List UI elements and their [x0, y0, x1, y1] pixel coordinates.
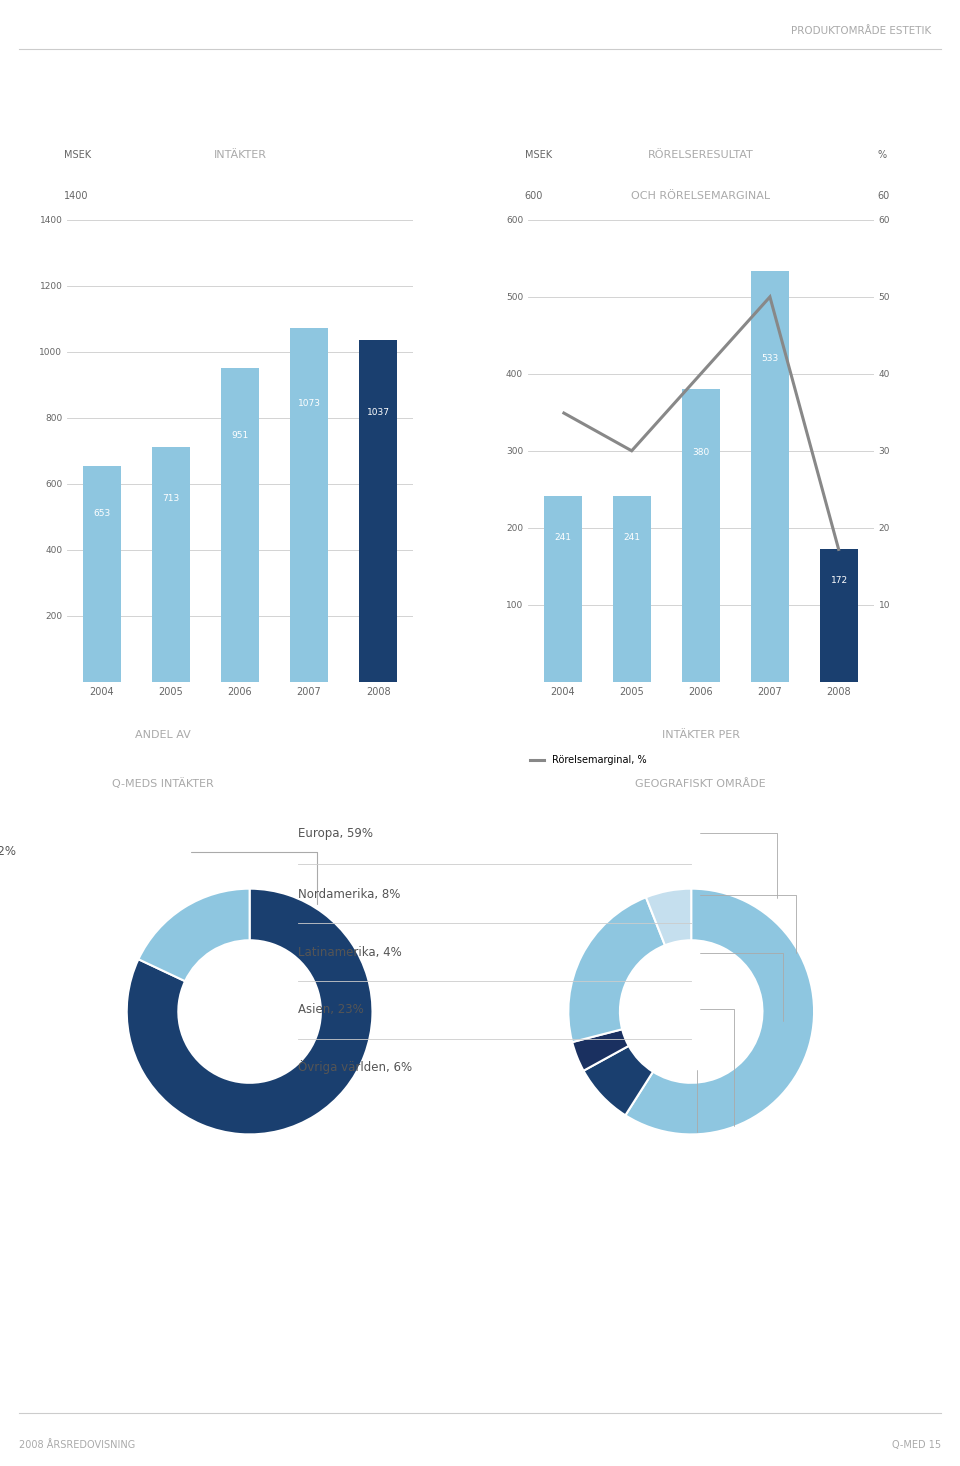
Text: RÖRELSERESULTAT: RÖRELSERESULTAT	[648, 150, 754, 160]
Wedge shape	[625, 888, 814, 1135]
Text: 241: 241	[623, 534, 640, 542]
Wedge shape	[138, 888, 250, 981]
Text: 241: 241	[554, 534, 571, 542]
Text: Europa, 59%: Europa, 59%	[298, 827, 373, 840]
Bar	[682, 388, 720, 682]
Text: Q-MED 15: Q-MED 15	[892, 1441, 941, 1450]
Text: PRODUKTOMRÅDE ESTETIK: PRODUKTOMRÅDE ESTETIK	[791, 26, 931, 35]
Bar	[543, 496, 582, 682]
Wedge shape	[568, 897, 665, 1042]
Bar	[751, 271, 789, 682]
Text: 600: 600	[524, 192, 543, 201]
Bar	[221, 368, 259, 682]
Text: 533: 533	[761, 353, 779, 362]
Text: 172: 172	[830, 576, 848, 585]
Text: 713: 713	[162, 494, 180, 503]
Text: ANDEL AV: ANDEL AV	[135, 730, 191, 740]
Text: MSEK: MSEK	[63, 150, 91, 160]
Bar	[359, 340, 397, 682]
Text: Övriga världen, 6%: Övriga världen, 6%	[298, 1060, 412, 1073]
Wedge shape	[646, 888, 691, 946]
Text: 1037: 1037	[367, 408, 390, 416]
Bar	[612, 496, 651, 682]
Text: MSEK: MSEK	[524, 150, 552, 160]
Text: 2008 ÅRSREDOVISNING: 2008 ÅRSREDOVISNING	[19, 1441, 135, 1450]
Text: 653: 653	[93, 509, 110, 519]
Bar	[152, 447, 190, 682]
Text: Estetik, 82%: Estetik, 82%	[0, 846, 16, 858]
Text: INTÄKTER PER: INTÄKTER PER	[661, 730, 740, 740]
Bar	[820, 550, 858, 682]
Text: Q-MEDS INTÄKTER: Q-MEDS INTÄKTER	[112, 778, 214, 789]
Legend: Rörelsemarginal, %: Rörelsemarginal, %	[526, 751, 651, 770]
Text: 1400: 1400	[63, 192, 88, 201]
Text: Asien, 23%: Asien, 23%	[298, 1003, 364, 1016]
Text: %: %	[877, 150, 886, 160]
Text: GEOGRAFISKT OMRÅDE: GEOGRAFISKT OMRÅDE	[636, 778, 766, 789]
Text: Nordamerika, 8%: Nordamerika, 8%	[298, 888, 400, 902]
Text: 60: 60	[877, 192, 889, 201]
Text: OCH RÖRELSEMARGINAL: OCH RÖRELSEMARGINAL	[632, 192, 770, 201]
Text: INTÄKTER: INTÄKTER	[213, 150, 267, 160]
Text: Latinamerika, 4%: Latinamerika, 4%	[298, 946, 401, 959]
Text: 1073: 1073	[298, 399, 321, 408]
Wedge shape	[584, 1045, 653, 1116]
Text: 951: 951	[231, 431, 249, 440]
Bar	[290, 328, 328, 682]
Bar	[83, 466, 121, 682]
Wedge shape	[127, 888, 372, 1135]
Text: 380: 380	[692, 447, 709, 457]
Wedge shape	[572, 1029, 629, 1070]
